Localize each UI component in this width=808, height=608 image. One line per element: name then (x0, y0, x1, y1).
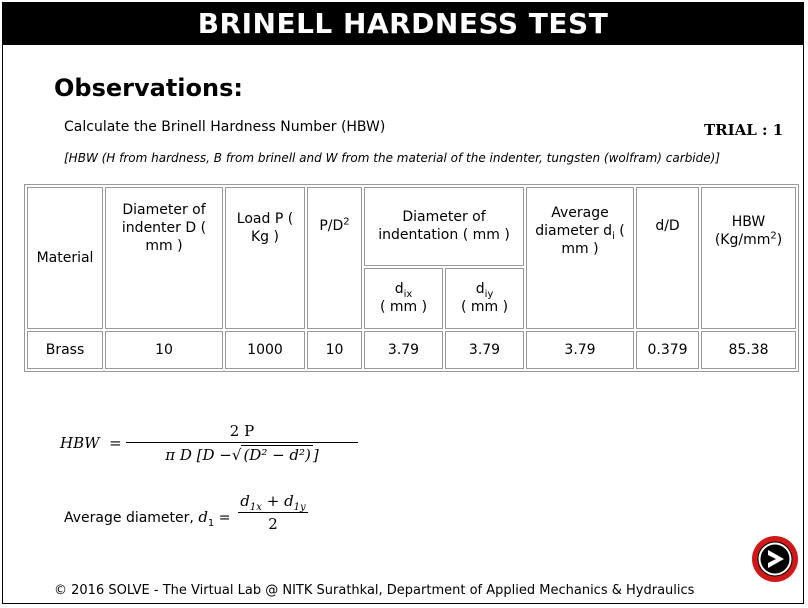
header-material: Material (27, 187, 103, 329)
avg-diameter-denominator: 2 (268, 515, 278, 533)
hbw-formula-den-b: ] (312, 446, 319, 464)
page-title: BRINELL HARDNESS TEST (2, 2, 804, 45)
trial-label: TRIAL : 1 (704, 121, 784, 139)
header-hbw-sup: 2 (770, 230, 777, 242)
header-dD-label: d/D (655, 217, 680, 234)
avg-diameter-eq: = (218, 510, 231, 526)
footer-copyright: © 2016 SOLVE - The Virtual Lab @ NITK Su… (54, 583, 695, 598)
header-pd2-sup: 2 (343, 216, 350, 228)
header-pd2: P/D2 (307, 187, 362, 329)
hbw-formula-numerator: 2 P (126, 422, 358, 443)
header-diy: diy( mm ) (445, 267, 525, 329)
header-avg-diameter-label: Average diameter d (535, 204, 613, 239)
instruction-text: Calculate the Brinell Hardness Number (H… (64, 119, 386, 135)
hbw-note: [HBW (H from hardness, B from brinell an… (64, 151, 721, 165)
header-diy-label: d (475, 281, 485, 298)
avg-diameter-formula-lhs: Average diameter, d1 = (64, 508, 231, 529)
avg-diameter-num-b: d (284, 492, 294, 510)
header-avg-diameter-sub: i (612, 230, 615, 242)
table-row: Brass 10 1000 10 3.79 3.79 3.79 0.379 85… (27, 330, 797, 369)
cell-PD2: 10 (307, 330, 362, 369)
hbw-formula-den-a: π D [D − (165, 446, 232, 464)
header-diy-unit: ( mm ) (460, 299, 509, 316)
header-load-label: Load P ( Kg ) (236, 210, 294, 245)
cell-hbw: 85.38 (701, 330, 797, 369)
hbw-formula-lhs-label: HBW (60, 434, 100, 452)
cell-diy: 3.79 (445, 330, 525, 369)
header-diameter-indentation: Diameter of indentation ( mm ) (364, 187, 525, 266)
hbw-formula-lhs: HBW = (60, 434, 122, 452)
hbw-formula-denominator: π D [D −√ (D² − d²)] (165, 445, 319, 464)
header-dix-label: d (394, 281, 404, 298)
header-dix-sub: ix (403, 289, 413, 300)
cell-dD: 0.379 (636, 330, 700, 369)
cell-D: 10 (105, 330, 223, 369)
cell-avg: 3.79 (526, 330, 635, 369)
observation-table: Material Diameter of indenter D ( mm ) L… (24, 184, 800, 372)
observations-heading: Observations: (54, 74, 243, 102)
hbw-formula-den-sqrt: (D² − d²) (241, 445, 313, 464)
header-avg-diameter-unit: ( mm ) (561, 222, 625, 257)
avg-diameter-plus: + (266, 492, 280, 510)
header-diameter-indenter-label: Diameter of indenter D ( mm ) (121, 201, 207, 254)
avg-diameter-lhs: d (198, 508, 208, 526)
avg-diameter-num-a: d (240, 492, 250, 510)
header-dix: dix( mm ) (364, 267, 443, 329)
avg-diameter-fraction: d1x + d1y 2 (238, 492, 308, 533)
next-arrow-icon (757, 541, 793, 577)
hbw-formula-eq: = (109, 434, 122, 452)
header-avg-diameter: Average diameter di ( mm ) (526, 187, 635, 329)
header-dix-unit: ( mm ) (379, 299, 428, 316)
cell-material: Brass (27, 330, 103, 369)
header-diameter-indenter: Diameter of indenter D ( mm ) (105, 187, 223, 329)
header-pd2-label: P/D (319, 217, 344, 234)
avg-diameter-numerator: d1x + d1y (238, 492, 308, 513)
cell-dix: 3.79 (364, 330, 443, 369)
hbw-formula-fraction: 2 P π D [D −√ (D² − d²)] (126, 422, 358, 464)
header-diy-sub: iy (484, 289, 494, 300)
avg-diameter-num-a-sub: 1x (249, 502, 262, 513)
header-hbw-close: ) (776, 231, 783, 248)
next-button[interactable] (752, 536, 798, 582)
cell-P: 1000 (225, 330, 305, 369)
header-hbw: HBW (Kg/mm2) (701, 187, 797, 329)
header-hbw-label: HBW (Kg/mm (714, 213, 771, 248)
header-load: Load P ( Kg ) (225, 187, 305, 329)
header-dD: d/D (636, 187, 700, 329)
avg-diameter-label: Average diameter, (64, 510, 194, 526)
avg-diameter-lhs-sub: 1 (207, 517, 215, 529)
avg-diameter-num-b-sub: 1y (293, 502, 306, 513)
